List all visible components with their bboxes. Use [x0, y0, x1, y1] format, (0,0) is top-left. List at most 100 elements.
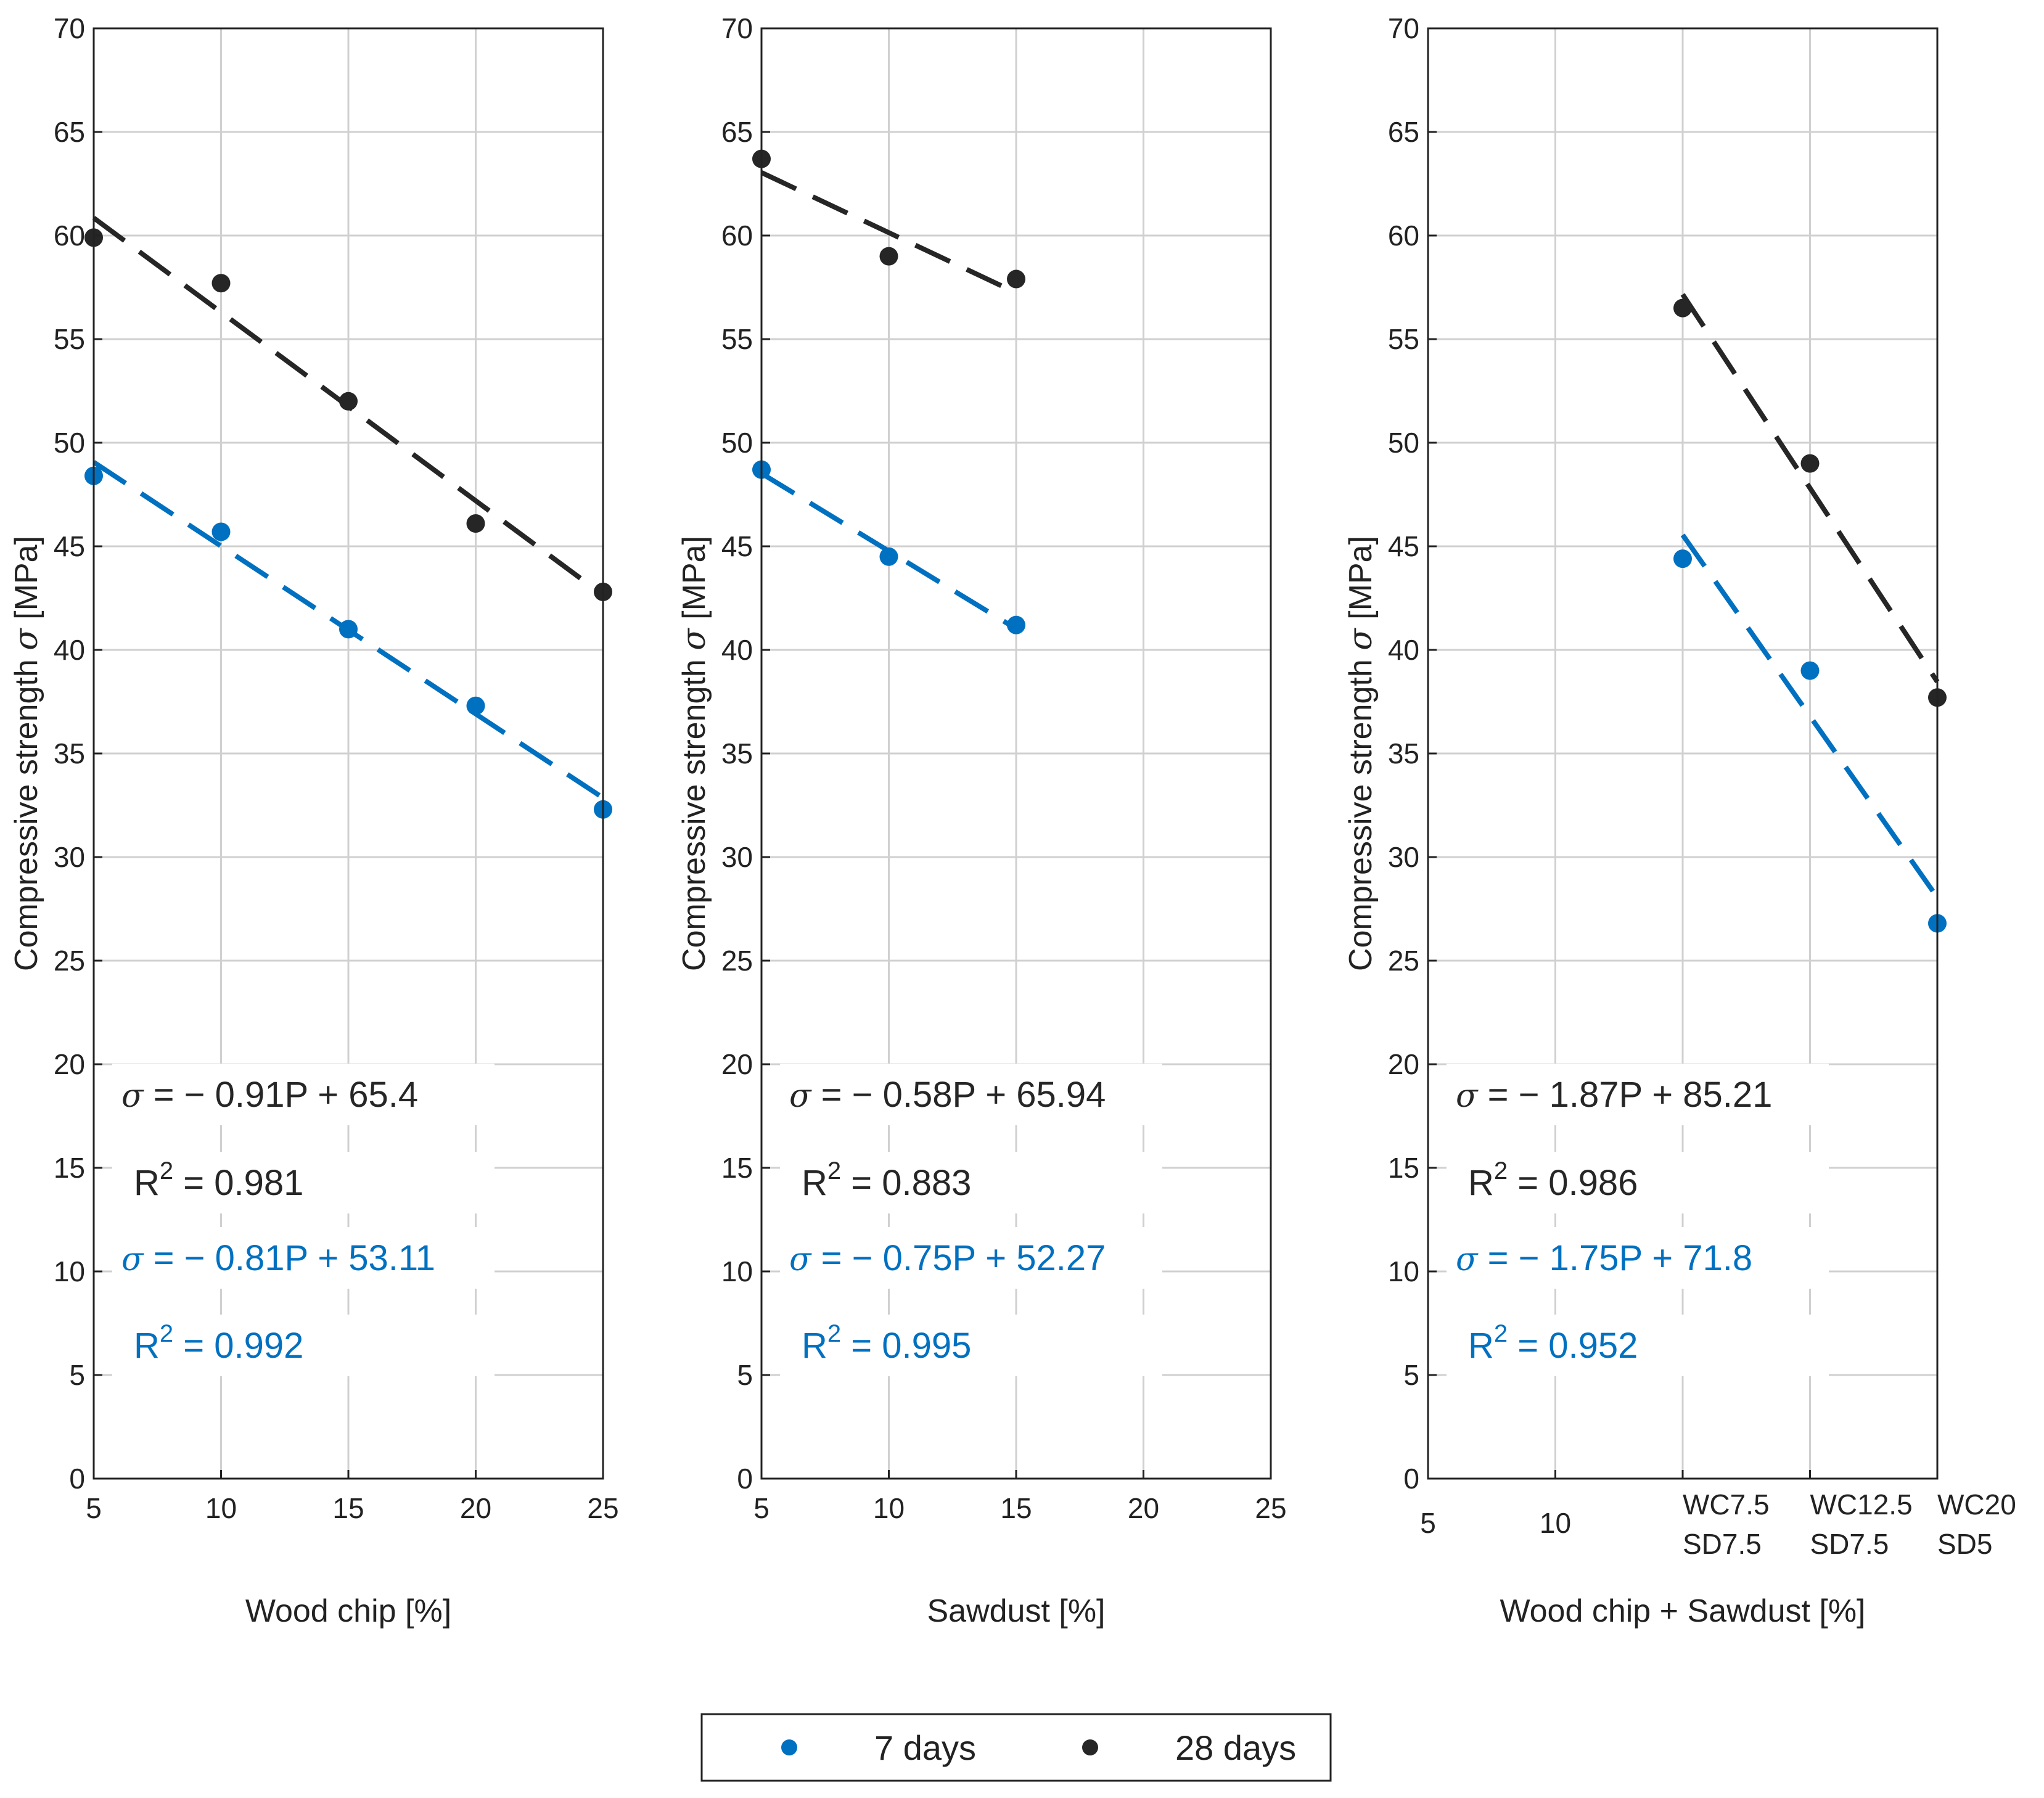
x-tick-label: 15 — [1000, 1492, 1032, 1524]
fit-line-28-days — [760, 170, 1017, 295]
y-tick-label: 50 — [721, 427, 753, 459]
annotation-bg — [112, 1227, 495, 1289]
y-axis-label: Compressive strength σ [MPa] — [8, 536, 45, 971]
x-tick-label: 10 — [1540, 1507, 1571, 1539]
annotation-bg — [1447, 1227, 1829, 1289]
y-tick-label: 15 — [1388, 1152, 1419, 1184]
data-point-7-days — [339, 620, 358, 639]
data-point-28-days — [211, 274, 231, 293]
r-squared-label: R2 = 0.883 — [802, 1157, 971, 1203]
x-tick-label: WC12.5 — [1810, 1488, 1913, 1521]
x-tick-label: 20 — [1128, 1492, 1159, 1524]
y-tick-label: 40 — [721, 634, 753, 666]
x-tick-label: 10 — [873, 1492, 905, 1524]
data-point-7-days — [1007, 615, 1025, 634]
y-tick-label: 30 — [54, 841, 85, 873]
x-axis-label: Wood chip [%] — [245, 1593, 451, 1629]
data-point-28-days — [1673, 298, 1692, 318]
annotation-bg — [1447, 1152, 1829, 1213]
y-tick-label: 50 — [1388, 427, 1419, 459]
annotation-bg — [780, 1064, 1162, 1125]
legend-label-7-days: 7 days — [874, 1728, 976, 1767]
y-tick-label: 60 — [721, 220, 753, 252]
y-tick-label: 5 — [69, 1359, 85, 1391]
regression-equation: σ = − 0.58P + 65.94 — [789, 1075, 1106, 1115]
y-axis-label: Compressive strength σ [MPa] — [676, 536, 713, 971]
y-tick-label: 15 — [721, 1152, 753, 1184]
x-tick-label-line2: SD7.5 — [1683, 1528, 1762, 1560]
y-tick-label: 20 — [721, 1048, 753, 1080]
y-tick-label: 45 — [721, 530, 753, 562]
y-tick-label: 25 — [54, 945, 85, 977]
y-tick-label: 70 — [721, 12, 753, 44]
annotation-bg — [1447, 1315, 1829, 1376]
y-tick-label: 25 — [721, 945, 753, 977]
y-tick-label: 20 — [1388, 1048, 1419, 1080]
y-tick-label: 55 — [54, 323, 85, 355]
chart-panel-3: σ = − 1.87P + 85.21 R2 = 0.986 σ = − 1.75P… — [1342, 12, 2016, 1629]
regression-equation: σ = − 1.87P + 85.21 — [1456, 1075, 1772, 1115]
annotation-bg — [780, 1152, 1162, 1213]
x-tick-label: 20 — [460, 1492, 491, 1524]
x-axis-label: Sawdust [%] — [927, 1593, 1105, 1629]
y-axis-label: Compressive strength σ [MPa] — [1342, 536, 1379, 971]
annotation-bg — [780, 1227, 1162, 1289]
data-point-7-days — [211, 522, 231, 541]
x-tick-label: WC7.5 — [1683, 1488, 1770, 1521]
legend-label-28-days: 28 days — [1175, 1728, 1296, 1767]
y-tick-label: 40 — [1388, 634, 1419, 666]
y-tick-label: 55 — [1388, 323, 1419, 355]
x-tick-label: 5 — [753, 1492, 770, 1524]
x-tick-label: WC20 — [1937, 1488, 2016, 1521]
legend-box — [700, 1713, 1332, 1782]
r-squared-label: R2 = 0.986 — [1468, 1157, 1638, 1203]
y-tick-label: 60 — [54, 220, 85, 252]
y-tick-label: 35 — [721, 737, 753, 770]
x-tick-label: 25 — [587, 1492, 618, 1524]
chart-panel-2: σ = − 0.58P + 65.94 R2 = 0.883 σ = − 0.75P… — [676, 12, 1287, 1629]
y-tick-label: 5 — [737, 1359, 753, 1391]
annotation-bg — [112, 1064, 495, 1125]
legend-marker-7-days — [781, 1739, 797, 1755]
x-axis-label: Wood chip + Sawdust [%] — [1500, 1593, 1865, 1629]
fit-line-28-days — [1680, 293, 1940, 683]
y-tick-label: 10 — [54, 1255, 85, 1287]
annotation-bg — [112, 1152, 495, 1213]
chart-panel-1: σ = − 0.91P + 65.4 R2 = 0.981 σ = − 0.81P … — [8, 12, 619, 1629]
r-squared-label: R2 = 0.981 — [134, 1157, 303, 1203]
y-tick-label: 0 — [737, 1463, 753, 1495]
y-tick-label: 10 — [721, 1255, 753, 1287]
legend: 7 days 28 days — [700, 1713, 1332, 1782]
data-point-7-days — [879, 547, 898, 566]
y-tick-label: 40 — [54, 634, 85, 666]
data-point-7-days — [1800, 661, 1820, 680]
annotation-bg — [780, 1315, 1162, 1376]
y-tick-label: 65 — [1388, 116, 1419, 148]
regression-equation: σ = − 0.91P + 65.4 — [121, 1075, 418, 1115]
data-point-28-days — [1800, 454, 1820, 473]
annotation-bg — [1447, 1064, 1829, 1125]
fit-line-7-days — [1680, 533, 1940, 899]
data-point-28-days — [1007, 269, 1025, 289]
x-tick-label: 15 — [332, 1492, 364, 1524]
y-tick-label: 0 — [69, 1463, 85, 1495]
y-tick-label: 55 — [721, 323, 753, 355]
y-tick-label: 0 — [1403, 1463, 1419, 1495]
y-tick-label: 5 — [1403, 1359, 1419, 1391]
regression-equation: σ = − 0.81P + 53.11 — [121, 1238, 435, 1278]
data-point-7-days — [466, 696, 485, 715]
y-tick-label: 65 — [721, 116, 753, 148]
data-point-28-days — [339, 392, 358, 411]
y-tick-label: 45 — [1388, 530, 1419, 562]
y-tick-label: 20 — [54, 1048, 85, 1080]
legend-marker-28-days — [1082, 1739, 1098, 1755]
y-tick-label: 30 — [721, 841, 753, 873]
y-tick-label: 10 — [1388, 1255, 1419, 1287]
data-point-28-days — [466, 514, 485, 533]
y-tick-label: 15 — [54, 1152, 85, 1184]
y-tick-label: 50 — [54, 427, 85, 459]
x-tick-label: 25 — [1255, 1492, 1286, 1524]
y-tick-label: 30 — [1388, 841, 1419, 873]
chart-panels: σ = − 0.91P + 65.4 R2 = 0.981 σ = − 0.81P … — [8, 12, 2016, 1629]
y-tick-label: 35 — [1388, 737, 1419, 770]
